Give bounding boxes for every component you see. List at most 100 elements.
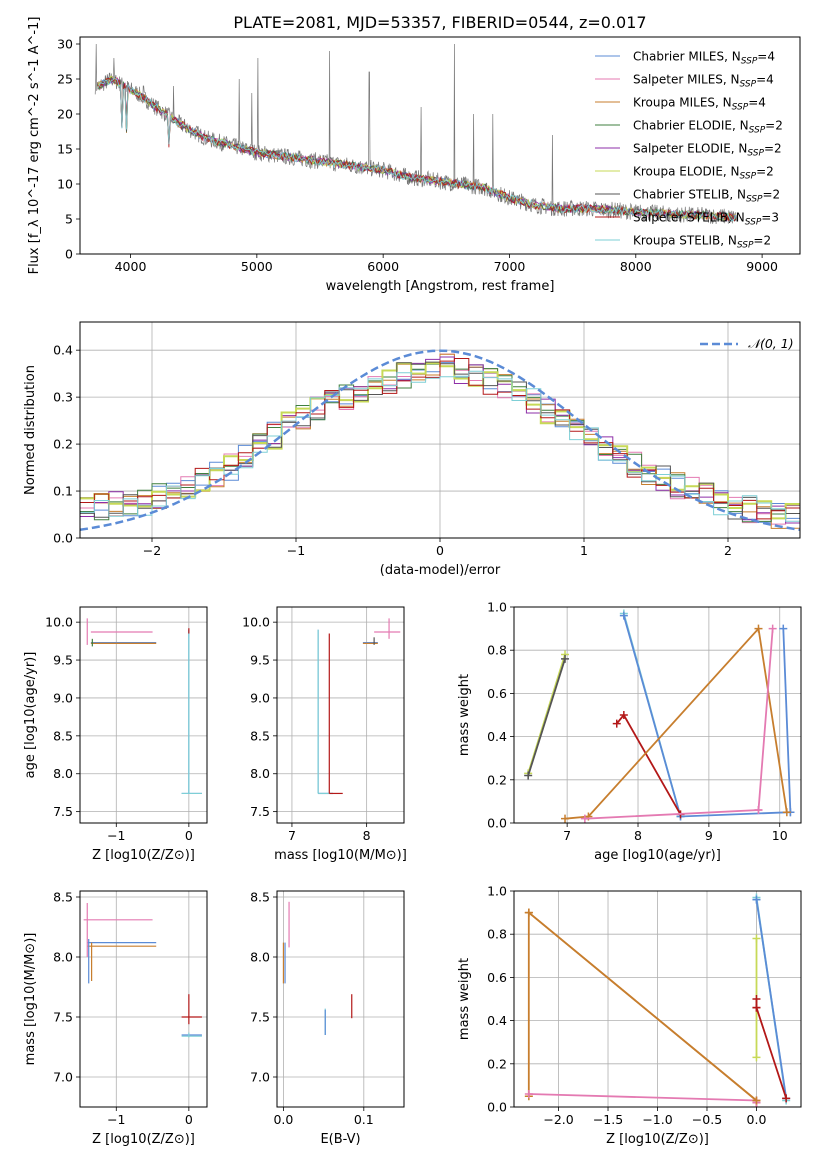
x-tick-label: 7 (288, 828, 296, 843)
weight-line (527, 658, 566, 776)
x-tick-label: −1 (107, 1112, 125, 1127)
y-tick-label: 0.3 (53, 390, 73, 405)
plot-area (524, 893, 791, 1107)
weight-marker (752, 1053, 761, 1062)
x-tick-label: −1 (287, 543, 305, 558)
x-tick-label: 9 (705, 828, 713, 843)
figure-title: PLATE=2081, MJD=53357, FIBERID=0544, z=0… (233, 13, 646, 32)
y-tick-label: 0.4 (487, 1013, 507, 1028)
x-tick-label: 9000 (746, 259, 778, 274)
weight-line (616, 713, 682, 815)
weight-marker (580, 814, 589, 823)
y-tick-label: 0.8 (487, 927, 507, 942)
y-tick-label: 0.2 (487, 1056, 507, 1071)
legend-label: Salpeter STELIB, NSSP=3 (633, 211, 779, 228)
x-tick-label: 6000 (367, 259, 399, 274)
axes-frame (79, 321, 801, 539)
x-tick-label: 0 (436, 543, 444, 558)
legend-label: Kroupa ELODIE, NSSP=2 (633, 165, 774, 182)
y-tick-label: 10.0 (45, 615, 73, 630)
x-axis-label: wavelength [Angstrom, rest frame] (326, 279, 555, 294)
x-tick-label: −1.0 (642, 1112, 672, 1127)
y-tick-label: 9.0 (53, 690, 73, 705)
weight-marker (561, 814, 570, 823)
axes-frame (513, 606, 802, 824)
weight-marker (782, 1094, 791, 1103)
y-tick-label: 20 (57, 107, 73, 122)
weight-line (755, 1007, 788, 1099)
spectrum-panel: 4000 5000 6000 7000 8000 9000 0 5 10 15 20 25 30 wave… (27, 17, 801, 294)
y-tick-label: 10 (57, 177, 73, 192)
y-tick-label: 0.0 (487, 1100, 507, 1115)
y-tick-label: 7.5 (250, 1010, 270, 1025)
axes-frame (276, 890, 405, 1108)
weight-line (564, 626, 788, 820)
weight-marker (779, 624, 788, 633)
weight-line (528, 911, 758, 1102)
weight-marker (752, 1003, 761, 1012)
legend-label: Chabrier ELODIE, NSSP=2 (633, 119, 783, 136)
x-tick-label: 0 (185, 828, 193, 843)
x-tick-label: 0.0 (747, 1112, 767, 1127)
x-tick-label: −1 (107, 828, 125, 843)
y-tick-label: 0.2 (487, 772, 507, 787)
x-axis-label: mass [log10(M/M⊙)] (274, 848, 407, 863)
weight-marker (524, 1090, 533, 1099)
x-tick-label: 8 (363, 828, 371, 843)
y-tick-label: 8.0 (53, 950, 73, 965)
y-tick-label: 0.4 (53, 343, 73, 358)
y-tick-label: 8.0 (53, 766, 73, 781)
mass-vs-metallicity-panel: −1 0 7.0 7.5 8.0 8.5 Z [log10(Z/Z⊙)] mass [log1… (23, 890, 208, 1147)
y-tick-label: 0.6 (487, 686, 507, 701)
plot-area (282, 901, 353, 1035)
y-tick-label: 7.0 (53, 1070, 73, 1085)
y-axis-label: mass [log10(M/M⊙)] (23, 933, 38, 1066)
weight-vs-metallicity-panel: −2.0 −1.5 −1.0 −0.5 0.0 0.0 0.2 0.4 0.6 0.8 1.0 Z [… (457, 884, 802, 1147)
y-tick-label: 0.0 (53, 531, 73, 546)
y-tick-label: 7.0 (250, 1070, 270, 1085)
weight-marker (752, 895, 761, 904)
x-tick-label: 0.0 (273, 1112, 293, 1127)
y-tick-label: 8.5 (250, 890, 270, 905)
y-tick-label: 9.5 (53, 653, 73, 668)
y-axis-label: age [log10(age/yr)] (23, 652, 38, 779)
y-tick-label: 1.0 (487, 884, 507, 899)
y-tick-label: 9.5 (250, 653, 270, 668)
weight-line (528, 1093, 758, 1103)
x-tick-label: 1 (580, 543, 588, 558)
weight-marker (524, 771, 533, 780)
x-tick-label: 7 (563, 828, 571, 843)
x-tick-label: −0.5 (692, 1112, 722, 1127)
y-tick-label: 8.0 (250, 950, 270, 965)
y-tick-label: 7.5 (53, 804, 73, 819)
y-tick-label: 1.0 (487, 600, 507, 615)
legend-label: Salpeter MILES, NSSP=4 (633, 73, 774, 90)
weight-marker (752, 934, 761, 943)
weight-marker (782, 808, 791, 817)
plot-area (94, 43, 738, 225)
axes-frame (276, 606, 405, 824)
weight-vs-age-panel: 7 8 9 10 0.0 0.2 0.4 0.6 0.8 1.0 age [log10(age/yr… (457, 600, 802, 863)
y-tick-label: 9.0 (250, 690, 270, 705)
x-tick-label: −2 (143, 543, 161, 558)
y-tick-label: 8.0 (250, 766, 270, 781)
legend-label: Salpeter ELODIE, NSSP=2 (633, 142, 782, 159)
model-spectrum-kroupa-stelib (97, 76, 737, 222)
weight-marker (524, 908, 533, 917)
x-tick-label: 4000 (115, 259, 147, 274)
y-tick-label: 0.8 (487, 643, 507, 658)
axes-frame (79, 36, 801, 255)
y-tick-label: 7.5 (53, 1010, 73, 1025)
y-tick-label: 0 (65, 247, 73, 262)
y-tick-label: 7.5 (250, 804, 270, 819)
x-tick-label: 0.1 (354, 1112, 374, 1127)
weight-line (584, 628, 774, 820)
axes-frame (79, 890, 208, 1108)
x-axis-label: (data-model)/error (380, 563, 501, 578)
x-axis-label: Z [log10(Z/Z⊙)] (92, 1132, 195, 1147)
y-tick-label: 0.1 (53, 484, 73, 499)
x-axis-label: Z [log10(Z/Z⊙)] (606, 1132, 709, 1147)
legend-label: Kroupa STELIB, NSSP=2 (633, 234, 771, 251)
weight-line (755, 899, 788, 1099)
